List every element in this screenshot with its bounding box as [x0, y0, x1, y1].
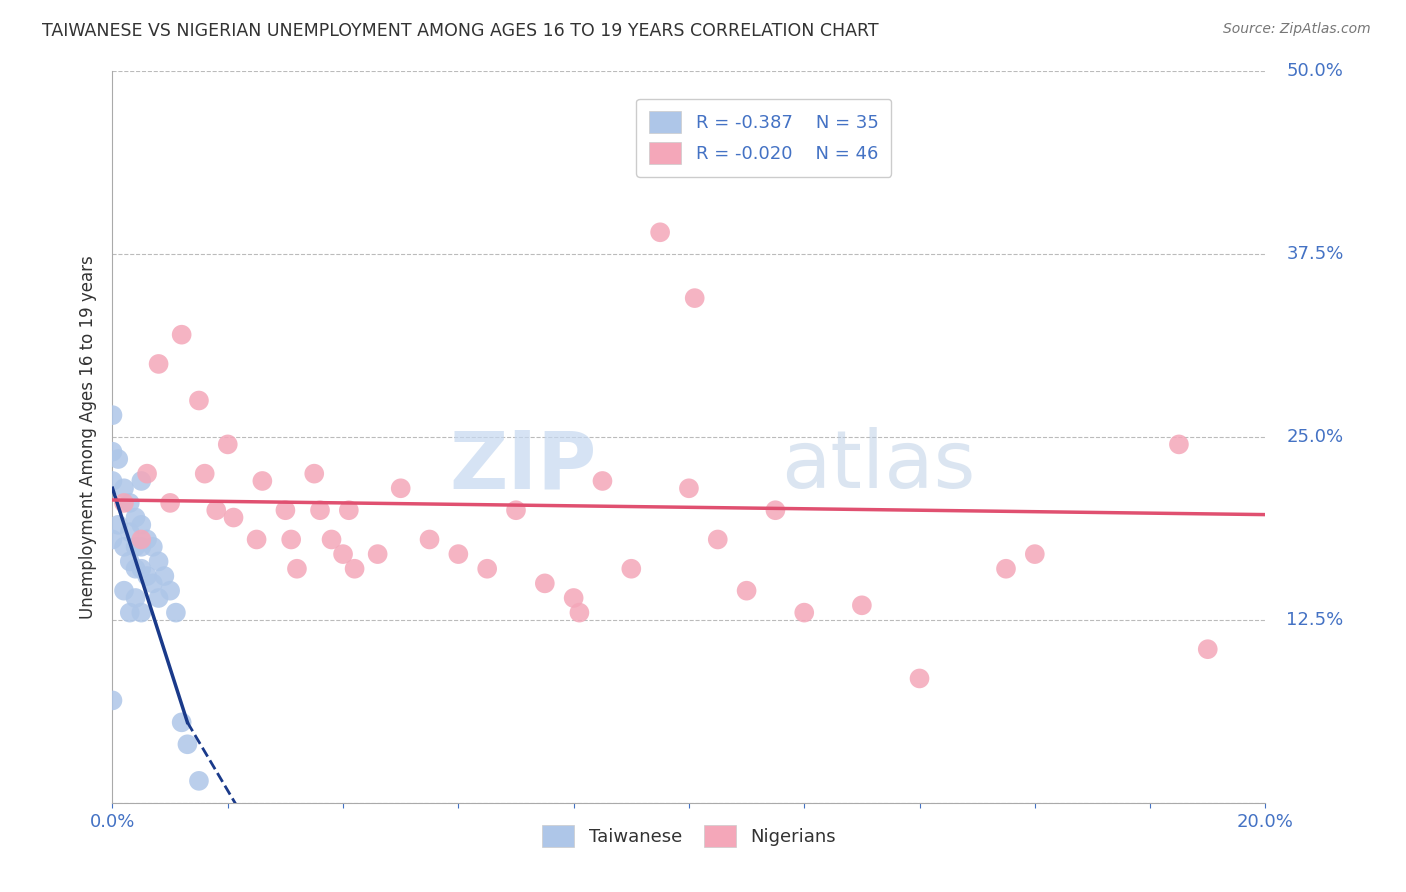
Point — [153, 569, 176, 583]
Point — [148, 357, 170, 371]
Point — [165, 606, 187, 620]
Point — [129, 606, 153, 620]
Point — [101, 533, 124, 547]
Point — [447, 547, 470, 561]
Text: TAIWANESE VS NIGERIAN UNEMPLOYMENT AMONG AGES 16 TO 19 YEARS CORRELATION CHART: TAIWANESE VS NIGERIAN UNEMPLOYMENT AMONG… — [42, 22, 879, 40]
Point — [793, 606, 815, 620]
Point — [101, 444, 124, 458]
Point — [136, 533, 159, 547]
Point — [142, 540, 165, 554]
Point — [309, 503, 332, 517]
Point — [389, 481, 412, 495]
Point — [101, 408, 124, 422]
Point — [1197, 642, 1219, 657]
Point — [112, 583, 135, 598]
Point — [118, 496, 141, 510]
Point — [170, 327, 193, 342]
Point — [1024, 547, 1046, 561]
Point — [124, 591, 146, 605]
Point — [101, 474, 124, 488]
Point — [321, 533, 343, 547]
Point — [222, 510, 245, 524]
Point — [129, 474, 153, 488]
Point — [592, 474, 614, 488]
Point — [533, 576, 555, 591]
Text: 12.5%: 12.5% — [1286, 611, 1344, 629]
Point — [159, 496, 181, 510]
Point — [678, 481, 700, 495]
Point — [683, 291, 706, 305]
Point — [908, 672, 931, 686]
Text: ZIP: ZIP — [450, 427, 596, 506]
Point — [735, 583, 758, 598]
Point — [217, 437, 239, 451]
Point — [136, 569, 159, 583]
Point — [170, 715, 193, 730]
Point — [280, 533, 302, 547]
Point — [620, 562, 643, 576]
Text: atlas: atlas — [782, 427, 976, 506]
Text: Source: ZipAtlas.com: Source: ZipAtlas.com — [1223, 22, 1371, 37]
Point — [159, 583, 181, 598]
Point — [112, 496, 135, 510]
Point — [568, 606, 591, 620]
Point — [332, 547, 354, 561]
Point — [274, 503, 297, 517]
Point — [1167, 437, 1189, 451]
Point — [148, 554, 170, 568]
Point — [995, 562, 1018, 576]
Point — [562, 591, 585, 605]
Point — [107, 517, 129, 532]
Point — [343, 562, 366, 576]
Point — [285, 562, 308, 576]
Point — [419, 533, 441, 547]
Point — [148, 591, 170, 605]
Point — [118, 525, 141, 540]
Point — [245, 533, 267, 547]
Point — [367, 547, 389, 561]
Point — [136, 467, 159, 481]
Point — [129, 562, 153, 576]
Point — [188, 773, 211, 788]
Point — [337, 503, 360, 517]
Point — [124, 562, 146, 576]
Point — [194, 467, 217, 481]
Point — [304, 467, 326, 481]
Point — [124, 510, 146, 524]
Point — [205, 503, 228, 517]
Y-axis label: Unemployment Among Ages 16 to 19 years: Unemployment Among Ages 16 to 19 years — [79, 255, 97, 619]
Text: 25.0%: 25.0% — [1286, 428, 1344, 446]
Point — [118, 554, 141, 568]
Point — [129, 540, 153, 554]
Point — [112, 481, 135, 495]
Point — [505, 503, 527, 517]
Point — [142, 576, 165, 591]
Point — [188, 393, 211, 408]
Point — [118, 606, 141, 620]
Point — [765, 503, 787, 517]
Point — [252, 474, 274, 488]
Point — [648, 225, 672, 239]
Point — [176, 737, 198, 751]
Point — [124, 540, 146, 554]
Point — [129, 517, 153, 532]
Point — [475, 562, 498, 576]
Point — [706, 533, 728, 547]
Text: 37.5%: 37.5% — [1286, 245, 1344, 263]
Legend: Taiwanese, Nigerians: Taiwanese, Nigerians — [529, 813, 849, 860]
Point — [129, 533, 153, 547]
Text: 50.0%: 50.0% — [1286, 62, 1343, 80]
Point — [107, 452, 129, 467]
Point — [851, 599, 873, 613]
Point — [101, 693, 124, 707]
Point — [112, 540, 135, 554]
